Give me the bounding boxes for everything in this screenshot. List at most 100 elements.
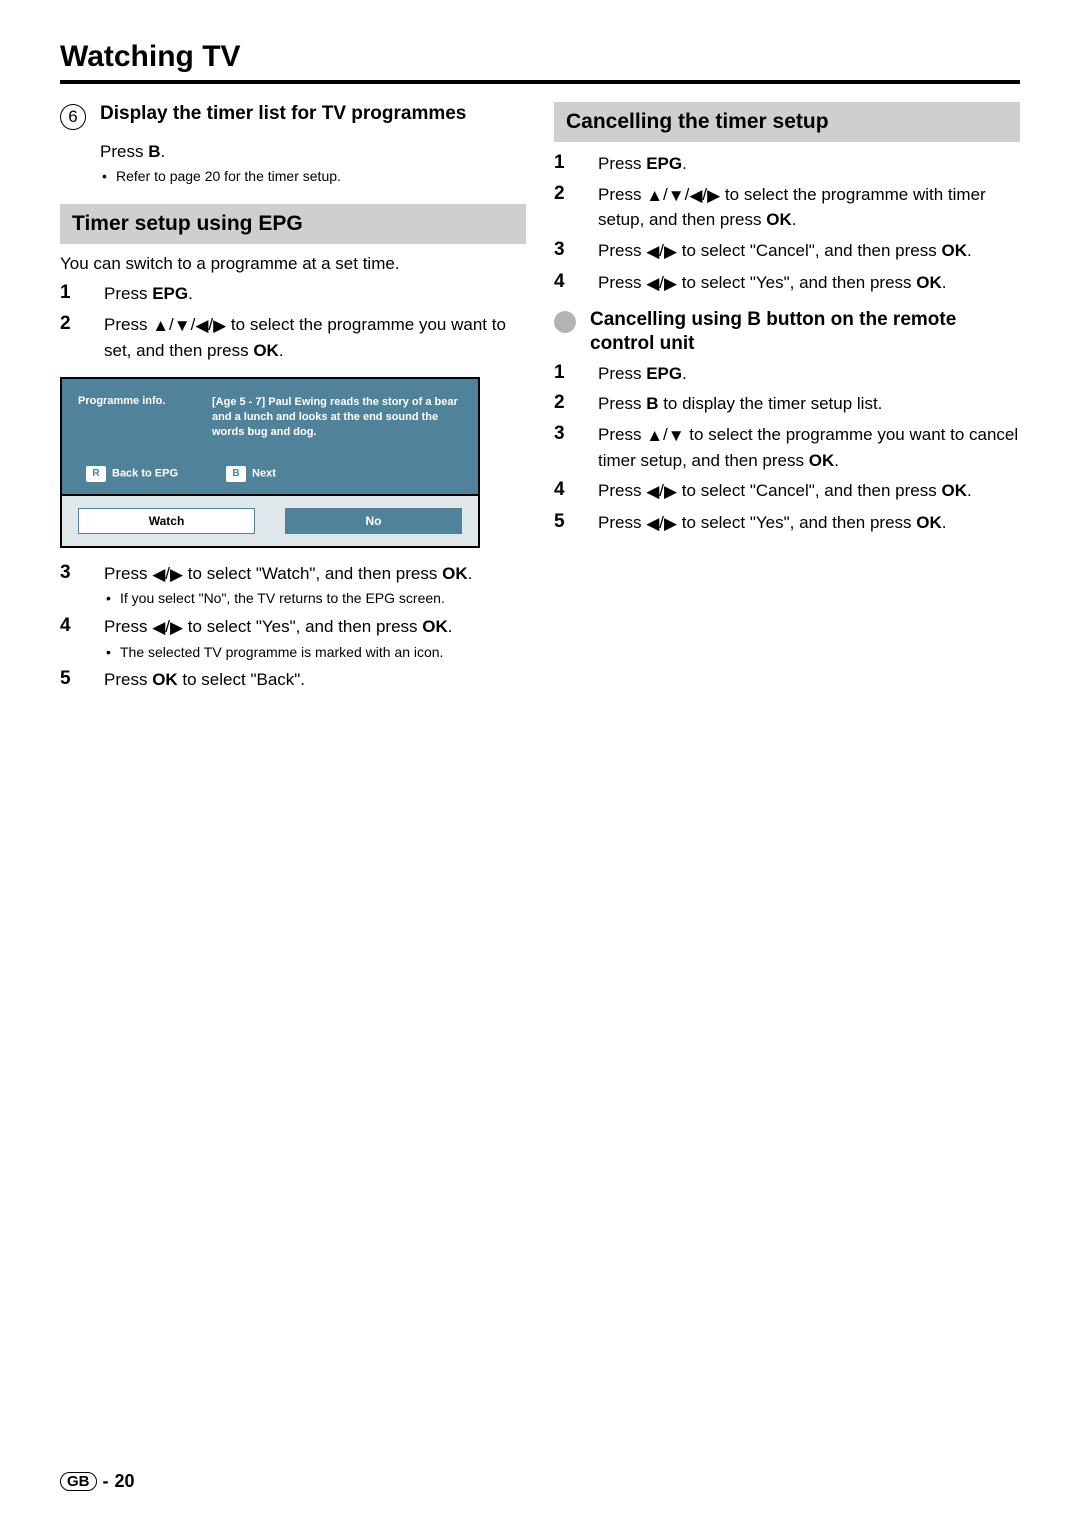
b-keycap-icon: B <box>226 466 246 482</box>
step-content: Press ◀/▶ to select "Watch", and then pr… <box>104 562 526 609</box>
step6-title: Display the timer list for TV programmes <box>100 102 466 130</box>
text: Press <box>598 481 646 500</box>
text: . <box>834 451 839 470</box>
text: to select "Yes", and then press <box>677 513 916 532</box>
step-content: Press ◀/▶ to select "Cancel", and then p… <box>598 239 1020 265</box>
list-item: 5 Press OK to select "Back". <box>60 668 526 693</box>
text: Press <box>598 425 646 444</box>
step-number: 2 <box>554 392 576 417</box>
step-content: Press ◀/▶ to select "Yes", and then pres… <box>104 615 526 662</box>
text: Press <box>598 154 646 173</box>
text: Press <box>598 241 646 260</box>
text: . <box>792 210 797 229</box>
arrow-up-icon: ▲ <box>646 424 663 449</box>
list-item: 3 Press ◀/▶ to select "Cancel", and then… <box>554 239 1020 265</box>
step6-body: Press B. Refer to page 20 for the timer … <box>100 140 526 186</box>
list-item: 2 Press ▲/▼/◀/▶ to select the programme … <box>60 313 526 363</box>
subsection-title: Cancelling using B button on the remote … <box>590 308 1020 356</box>
step-content: Press B to display the timer setup list. <box>598 392 1020 417</box>
left-steps-cont: 3 Press ◀/▶ to select "Watch", and then … <box>60 562 526 693</box>
step-number: 2 <box>60 313 82 363</box>
page-footer: GB - 20 <box>60 1471 135 1492</box>
ok-key: OK <box>809 451 835 470</box>
back-to-epg-hint: R Back to EPG <box>78 466 178 482</box>
epg-key: EPG <box>152 284 188 303</box>
step-number: 3 <box>554 423 576 473</box>
step-number: 3 <box>554 239 576 265</box>
page-title: Watching TV <box>60 40 1020 84</box>
watch-button[interactable]: Watch <box>78 508 255 534</box>
bullet-dot-icon <box>554 311 576 333</box>
list-item: 1 Press EPG. <box>554 152 1020 177</box>
text: to select "Cancel", and then press <box>677 241 941 260</box>
epg-key: EPG <box>646 364 682 383</box>
step6-bullet: Refer to page 20 for the timer setup. <box>100 167 526 187</box>
arrow-left-icon: ◀ <box>646 480 659 505</box>
arrow-right-icon: ▶ <box>707 184 720 209</box>
programme-info-text: [Age 5 - 7] Paul Ewing reads the story o… <box>212 395 462 440</box>
ok-key: OK <box>941 481 967 500</box>
b-key: B <box>646 394 658 413</box>
text: Press <box>104 617 152 636</box>
arrow-right-icon: ▶ <box>664 512 677 537</box>
text: to select "Yes", and then press <box>677 273 916 292</box>
text: Press <box>598 185 646 204</box>
arrow-up-icon: ▲ <box>646 184 663 209</box>
text: to display the timer setup list. <box>658 394 882 413</box>
section-cancelling: Cancelling the timer setup <box>554 102 1020 142</box>
arrow-down-icon: ▼ <box>668 184 685 209</box>
list-item: 1 Press EPG. <box>60 282 526 307</box>
text: . <box>682 364 687 383</box>
arrow-right-icon: ▶ <box>664 480 677 505</box>
epg-hint-row: RBack to EPG BNext <box>78 454 462 482</box>
list-item: 4 Press ◀/▶ to select "Yes", and then pr… <box>554 271 1020 297</box>
list-item: 4 Press ◀/▶ to select "Cancel", and then… <box>554 479 1020 505</box>
step-content: Press ▲/▼/◀/▶ to select the programme wi… <box>598 183 1020 233</box>
intro-text: You can switch to a programme at a set t… <box>60 254 526 274</box>
step-content: Press EPG. <box>598 362 1020 387</box>
text: Press <box>104 670 152 689</box>
step-content: Press ◀/▶ to select "Cancel", and then p… <box>598 479 1020 505</box>
step-content: Press EPG. <box>598 152 1020 177</box>
step3-bullet: If you select "No", the TV returns to th… <box>104 589 526 609</box>
arrow-left-icon: ◀ <box>195 314 208 339</box>
text: Press <box>100 142 148 161</box>
step-number: 4 <box>554 271 576 297</box>
programme-info-row: Programme info. [Age 5 - 7] Paul Ewing r… <box>78 395 462 440</box>
text: . <box>942 273 947 292</box>
text: . <box>942 513 947 532</box>
text: Press <box>598 394 646 413</box>
ok-key: OK <box>442 564 468 583</box>
epg-dialog-bottom: Watch No <box>62 494 478 546</box>
text: Press <box>598 364 646 383</box>
right-steps-a: 1 Press EPG. 2 Press ▲/▼/◀/▶ to select t… <box>554 152 1020 296</box>
right-column: Cancelling the timer setup 1 Press EPG. … <box>554 98 1020 693</box>
step6-press: Press B. <box>100 140 526 165</box>
step-number: 5 <box>60 668 82 693</box>
arrow-right-icon: ▶ <box>170 563 183 588</box>
arrow-left-icon: ◀ <box>689 184 702 209</box>
no-button[interactable]: No <box>285 508 462 534</box>
text: Press <box>104 564 152 583</box>
ok-key: OK <box>916 513 942 532</box>
text: to select "Watch", and then press <box>183 564 442 583</box>
text: to select "Yes", and then press <box>183 617 422 636</box>
list-item: 3 Press ◀/▶ to select "Watch", and then … <box>60 562 526 609</box>
step-number: 2 <box>554 183 576 233</box>
text: Press <box>598 513 646 532</box>
ok-key: OK <box>916 273 942 292</box>
back-label: Back to EPG <box>112 467 178 479</box>
step-number: 3 <box>60 562 82 609</box>
epg-key: EPG <box>646 154 682 173</box>
section-timer-setup: Timer setup using EPG <box>60 204 526 244</box>
text: Press <box>104 284 152 303</box>
arrow-down-icon: ▼ <box>668 424 685 449</box>
ok-key: OK <box>152 670 178 689</box>
arrow-left-icon: ◀ <box>646 272 659 297</box>
step-number: 1 <box>554 362 576 387</box>
epg-dialog-top: Programme info. [Age 5 - 7] Paul Ewing r… <box>62 379 478 494</box>
list-item: 4 Press ◀/▶ to select "Yes", and then pr… <box>60 615 526 662</box>
r-keycap-icon: R <box>86 466 106 482</box>
page-number: 20 <box>115 1471 135 1492</box>
footer-dash: - <box>103 1471 109 1492</box>
